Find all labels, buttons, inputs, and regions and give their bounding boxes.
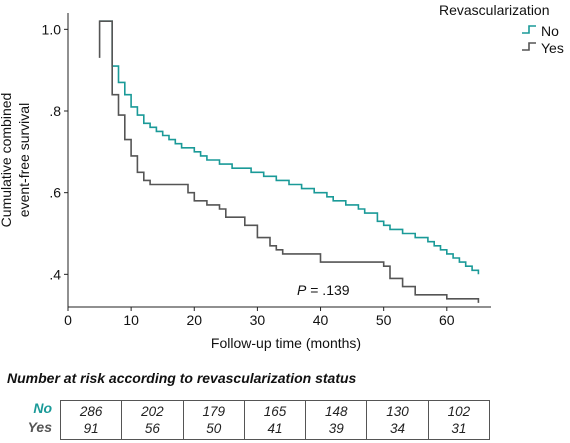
risk-value-yes: 41 xyxy=(267,421,283,436)
y-tick-label: .4 xyxy=(49,266,61,282)
y-axis-title-line-1: Cumulative combined xyxy=(0,93,14,228)
x-axis-title: Follow-up time (months) xyxy=(211,335,361,351)
risk-row-label-no: No xyxy=(33,400,52,416)
y-axis: .4 .6 .8 1.0 xyxy=(42,13,69,307)
risk-value-yes: 39 xyxy=(328,421,344,436)
risk-table-column: 179 50 xyxy=(182,401,244,439)
risk-value-no: 286 xyxy=(79,404,103,419)
legend-swatch-yes xyxy=(522,42,536,51)
x-tick-label: 20 xyxy=(186,312,202,328)
risk-value-no: 179 xyxy=(202,404,225,419)
survival-curves xyxy=(98,20,480,303)
risk-table-title: Number at risk according to revasculariz… xyxy=(7,370,357,386)
risk-value-no: 130 xyxy=(386,404,409,419)
risk-value-yes: 34 xyxy=(390,421,406,436)
y-tick-label: 1.0 xyxy=(42,21,62,37)
km-chart: .4 .6 .8 1.0 0 10 20 30 40 50 60 Cumulative combi… xyxy=(0,2,564,351)
y-tick-label: .6 xyxy=(49,185,61,201)
p-value-symbol: P xyxy=(297,282,307,298)
p-value-annotation: P = .139 xyxy=(297,282,350,298)
x-tick-label: 60 xyxy=(439,312,455,328)
x-tick-label: 0 xyxy=(64,312,72,328)
x-tick-label: 40 xyxy=(313,312,329,328)
risk-value-yes: 56 xyxy=(144,421,160,436)
risk-value-no: 202 xyxy=(141,404,164,419)
p-value-number: = .139 xyxy=(310,282,350,298)
y-tick-label: .8 xyxy=(49,103,61,119)
risk-table-column: 202 56 xyxy=(121,401,182,439)
legend-label-no: No xyxy=(541,23,559,39)
risk-value-yes: 31 xyxy=(451,421,467,436)
y-axis-title-line-2: event-free survival xyxy=(16,103,32,217)
risk-value-yes: 50 xyxy=(206,421,222,436)
legend-swatch-no xyxy=(522,25,536,34)
x-tick-label: 50 xyxy=(376,312,392,328)
risk-table: 286 91 202 56 179 50 165 41 148 39 130 34 102 31 xyxy=(60,400,490,440)
risk-table-column: 102 31 xyxy=(427,401,489,439)
risk-value-no: 165 xyxy=(263,404,287,419)
series-line-yes xyxy=(98,20,480,303)
x-axis: 0 10 20 30 40 50 60 xyxy=(64,306,491,328)
x-tick-label: 30 xyxy=(250,312,266,328)
risk-table-column: 130 34 xyxy=(366,401,427,439)
risk-value-no: 102 xyxy=(447,404,471,419)
x-tick-label: 10 xyxy=(123,312,139,328)
legend-label-yes: Yes xyxy=(541,40,564,56)
risk-row-label-yes: Yes xyxy=(27,419,52,435)
risk-value-no: 148 xyxy=(325,404,348,419)
legend-title: Revascularization xyxy=(439,2,550,18)
risk-table-column: 165 41 xyxy=(243,401,305,439)
risk-table-column: 286 91 xyxy=(61,401,121,439)
risk-value-yes: 91 xyxy=(83,421,99,436)
risk-table-column: 148 39 xyxy=(305,401,366,439)
series-line-no xyxy=(99,20,480,275)
